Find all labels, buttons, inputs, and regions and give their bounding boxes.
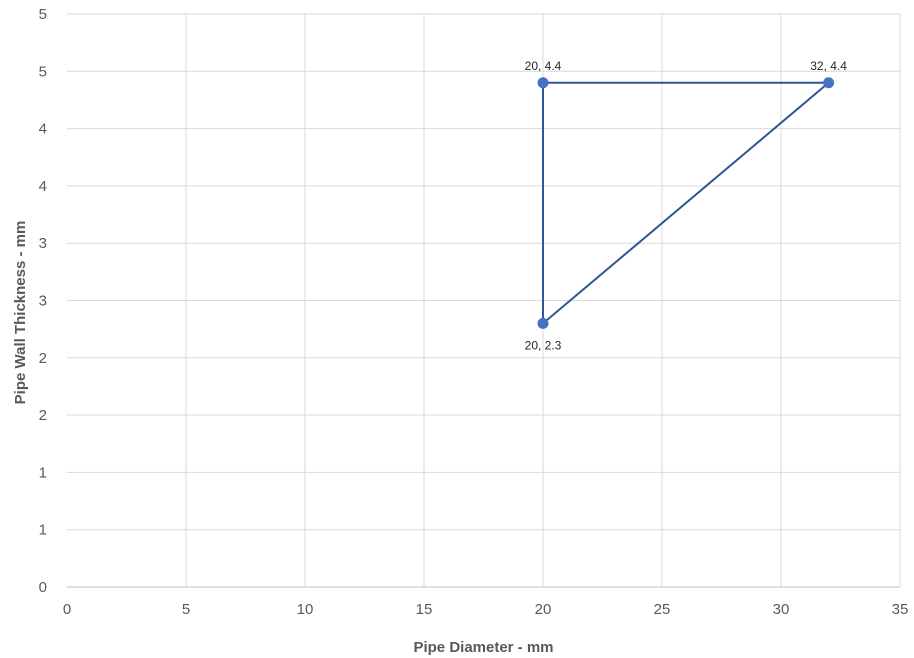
x-tick-label: 20 (535, 601, 552, 618)
series-line (542, 81, 832, 325)
data-label: 20, 2.3 (525, 338, 562, 352)
data-point (537, 77, 549, 89)
x-tick-label: 15 (416, 601, 433, 618)
data-labels: 20, 2.3 20, 4.4 32, 4.4 (525, 59, 848, 353)
data-point (537, 317, 549, 329)
x-tick-label: 25 (654, 601, 671, 618)
y-tick-label: 4 (39, 121, 47, 138)
x-tick-label: 5 (182, 601, 190, 618)
data-label: 32, 4.4 (810, 59, 847, 73)
y-tick-labels: 0 1 1 2 2 3 3 4 4 5 5 (39, 6, 47, 596)
data-label: 20, 4.4 (525, 59, 562, 73)
y-tick-label: 1 (39, 464, 47, 481)
x-tick-label: 0 (63, 601, 71, 618)
gridlines (67, 13, 901, 587)
y-tick-label: 2 (39, 407, 47, 424)
x-tick-label: 10 (297, 601, 314, 618)
x-tick-labels: 0 5 10 15 20 25 30 35 (63, 601, 909, 618)
x-tick-label: 35 (892, 601, 909, 618)
x-tick-label: 30 (773, 601, 790, 618)
y-tick-label: 3 (39, 235, 47, 252)
y-tick-label: 5 (39, 6, 47, 23)
y-tick-label: 0 (39, 579, 47, 596)
data-point (823, 77, 835, 89)
y-tick-label: 2 (39, 350, 47, 367)
y-tick-label: 3 (39, 293, 47, 310)
y-tick-label: 5 (39, 63, 47, 80)
x-axis-title: Pipe Diameter - mm (413, 639, 553, 656)
y-axis-title: Pipe Wall Thickness - mm (12, 221, 29, 405)
y-tick-label: 1 (39, 522, 47, 539)
data-points (537, 77, 835, 329)
y-tick-label: 4 (39, 178, 47, 195)
